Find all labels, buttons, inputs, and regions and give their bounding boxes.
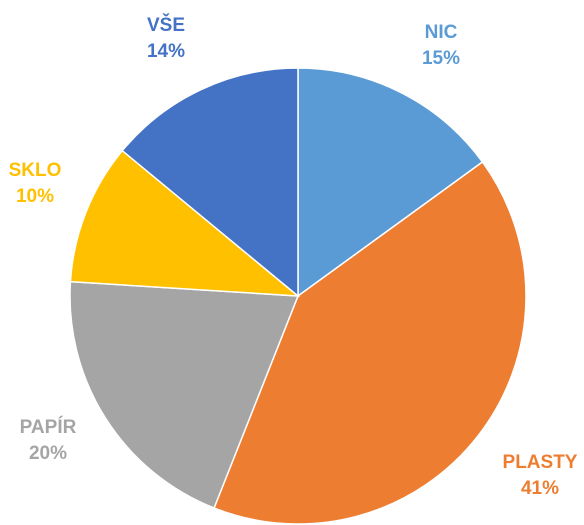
slice-label-value: 10% <box>16 186 54 207</box>
slice-label-name: PAPÍR <box>20 416 77 438</box>
slice-label-value: 20% <box>29 443 67 464</box>
slice-label-name: VŠE <box>147 14 185 36</box>
pie-slice <box>121 67 299 298</box>
slice-label-name: SKLO <box>9 160 62 181</box>
pie-slice <box>69 149 301 297</box>
slice-label-name: NIC <box>425 22 458 43</box>
pie-slice <box>69 280 300 509</box>
pie-slice <box>213 160 527 525</box>
pie-slice <box>297 67 484 298</box>
slice-label-value: 15% <box>422 48 460 69</box>
slice-label-value: 14% <box>147 41 185 62</box>
slice-label-name: PLASTY <box>503 452 578 473</box>
slice-label-value: 41% <box>521 478 559 499</box>
